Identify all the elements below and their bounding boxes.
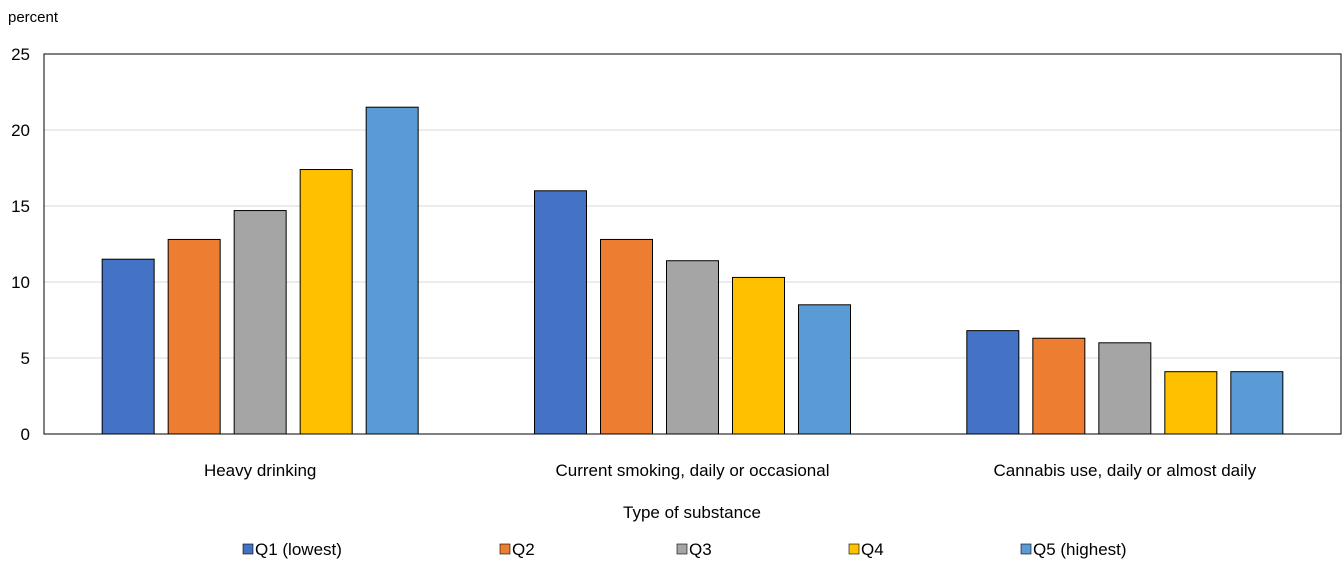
- y-tick-label: 20: [11, 121, 30, 140]
- bar: Q4: 17.4: [299, 169, 353, 435]
- legend-label: Q4: [861, 540, 884, 559]
- bar: Q5 (highest): 8.5: [798, 304, 851, 435]
- legend-label: Q5 (highest): [1033, 540, 1127, 559]
- bar: Q1 (lowest): 16: [534, 190, 587, 435]
- x-category-label: Current smoking, daily or occasional: [555, 461, 829, 480]
- legend-label: Q2: [512, 540, 535, 559]
- bar: Q1 (lowest): 11.5: [101, 258, 155, 435]
- y-tick-label: 25: [11, 45, 30, 64]
- legend-swatch: [848, 543, 860, 555]
- legend-swatch: [242, 543, 254, 555]
- bar: Q4: 10.3: [732, 276, 785, 435]
- bar: Q3: 14.7: [233, 210, 287, 435]
- legend-label: Q1 (lowest): [255, 540, 342, 559]
- legend-swatch: [1020, 543, 1032, 555]
- legend-label: Q3: [689, 540, 712, 559]
- bars: Q1 (lowest): 11.5Q2: 12.8Q3: 14.7Q4: 17.…: [101, 106, 1284, 435]
- bar: Q2: 6.3: [1032, 337, 1086, 435]
- bar: Q1 (lowest): 6.8: [966, 330, 1020, 435]
- bar: Q2: 12.8: [600, 238, 653, 435]
- x-axis-category-labels: Heavy drinking Current smoking, daily or …: [204, 461, 1257, 480]
- y-tick-label: 15: [11, 197, 30, 216]
- y-tick-label: 5: [21, 349, 30, 368]
- y-tick-label: 0: [21, 425, 30, 444]
- legend-swatch: [499, 543, 511, 555]
- bar: Q3: 6: [1098, 342, 1152, 435]
- bar: Q5 (highest): 21.5: [365, 106, 419, 435]
- bar: Q2: 12.8: [167, 238, 221, 435]
- y-axis-ticks: 0 5 10 15 20 25: [11, 45, 30, 444]
- plot-area-border: [43, 53, 1342, 435]
- bar: Q5 (highest): 4.1: [1230, 371, 1284, 435]
- y-tick-label: 10: [11, 273, 30, 292]
- y-axis-unit-label: percent: [8, 9, 59, 26]
- x-category-label: Heavy drinking: [204, 461, 316, 480]
- legend: Q1 (lowest) Q2 Q3 Q4 Q5 (highest): [242, 540, 1127, 559]
- legend-swatch: [676, 543, 688, 555]
- x-axis-title: Type of substance: [623, 503, 761, 522]
- bar: Q3: 11.4: [666, 260, 719, 435]
- bar: Q4: 4.1: [1164, 371, 1218, 435]
- x-category-label: Cannabis use, daily or almost daily: [993, 461, 1256, 480]
